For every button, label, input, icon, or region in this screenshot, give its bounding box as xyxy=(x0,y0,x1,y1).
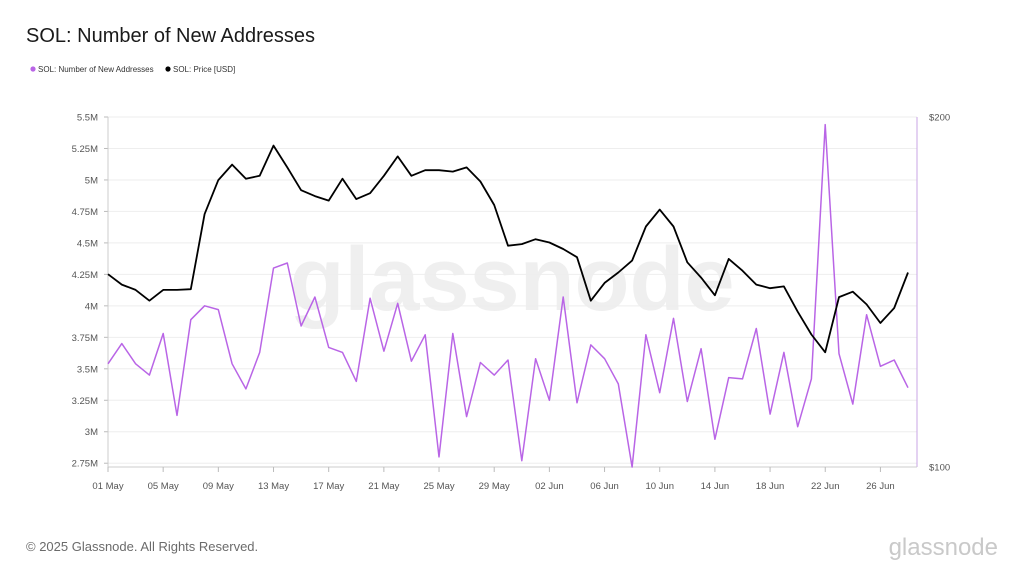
y-tick-label: 4.5M xyxy=(77,238,98,249)
legend: SOL: Number of New Addresses SOL: Price … xyxy=(30,65,235,74)
x-tick-label: 14 Jun xyxy=(701,481,730,492)
x-tick-label: 22 Jun xyxy=(811,481,840,492)
y-axis-left: 5.5M 5.25M 5M 4.75M 4.5M 4.25M 4M 3.75M 3.5M 3.25… xyxy=(72,113,109,470)
y-tick-label: 3M xyxy=(85,427,98,438)
y-tick-label: 5.25M xyxy=(72,144,98,155)
y-tick-label: 4M xyxy=(85,301,98,312)
x-axis: 01 May 05 May 09 May 13 May 17 May 21 May 25 M… xyxy=(92,466,917,492)
x-tick-label: 29 May xyxy=(479,481,510,492)
y-tick-label: 5.5M xyxy=(77,113,98,124)
x-tick-label: 18 Jun xyxy=(756,481,785,492)
y-tick-label: 4.25M xyxy=(72,270,98,281)
legend-marker-price xyxy=(165,66,171,72)
legend-marker-new-addresses xyxy=(30,66,36,72)
legend-label-new-addresses: SOL: Number of New Addresses xyxy=(38,65,154,74)
glassnode-logo: glassnode xyxy=(889,534,998,561)
new-addresses-line xyxy=(107,123,909,468)
y-tick-label: 3.75M xyxy=(72,333,98,344)
x-tick-label: 06 Jun xyxy=(590,481,619,492)
x-tick-label: 10 Jun xyxy=(645,481,674,492)
x-tick-label: 26 Jun xyxy=(866,481,895,492)
y-tick-label: 4.75M xyxy=(72,207,98,218)
x-tick-label: 13 May xyxy=(258,481,289,492)
x-tick-label: 21 May xyxy=(368,481,399,492)
chart-title: SOL: Number of New Addresses xyxy=(26,25,315,47)
y-tick-label: 3.25M xyxy=(72,396,98,407)
x-tick-label: 17 May xyxy=(313,481,344,492)
x-tick-label: 25 May xyxy=(423,481,454,492)
price-line xyxy=(107,144,909,354)
y-axis-right: $200 $100 xyxy=(916,113,950,474)
x-tick-label: 09 May xyxy=(203,481,234,492)
series-lines xyxy=(107,123,909,468)
legend-label-price: SOL: Price [USD] xyxy=(173,65,235,74)
y-right-tick-label: $100 xyxy=(929,463,950,474)
y-right-tick-label: $200 xyxy=(929,113,950,124)
watermark: glassnode xyxy=(289,230,734,330)
x-tick-label: 05 May xyxy=(148,481,179,492)
gridlines xyxy=(108,116,917,464)
x-tick-label: 02 Jun xyxy=(535,481,564,492)
copyright-text: © 2025 Glassnode. All Rights Reserved. xyxy=(26,539,258,554)
y-tick-label: 2.75M xyxy=(72,459,98,470)
y-tick-label: 3.5M xyxy=(77,364,98,375)
x-tick-label: 01 May xyxy=(92,481,123,492)
y-tick-label: 5M xyxy=(85,175,98,186)
